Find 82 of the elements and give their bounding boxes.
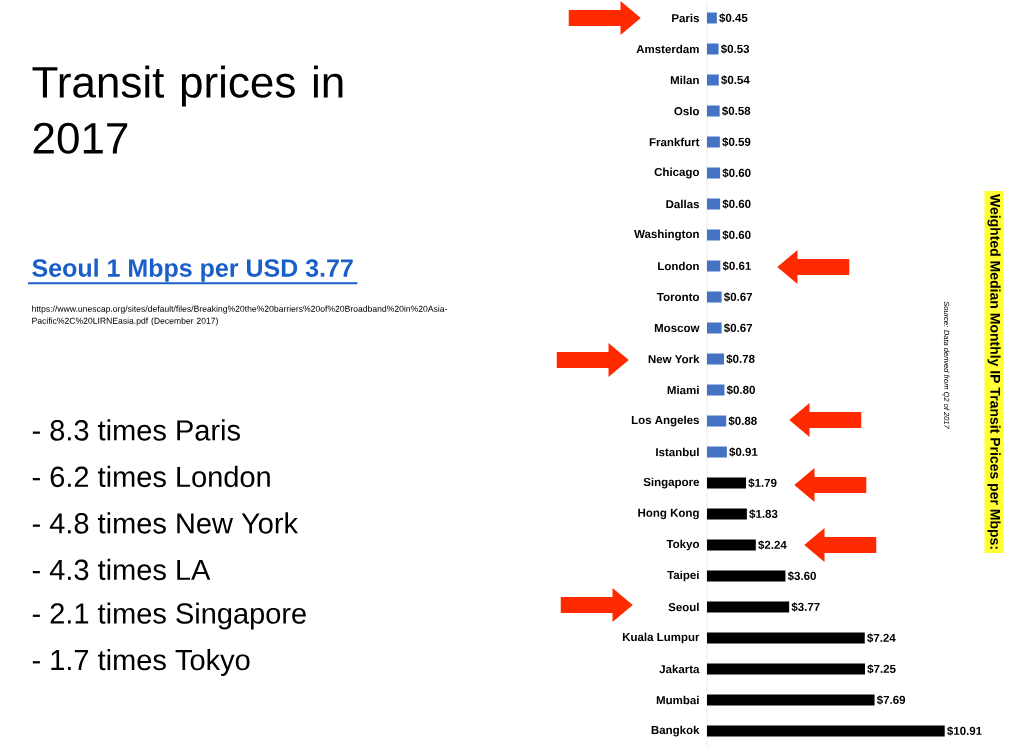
bar xyxy=(707,694,875,706)
y-tick-label: New York xyxy=(648,354,700,364)
bar xyxy=(707,663,865,675)
data-label: $7.24 xyxy=(867,633,896,643)
y-axis-title: Weighted Median Monthly IP Transit Prices per Mbps: xyxy=(987,194,1001,549)
y-tick-label: Oslo xyxy=(674,106,700,116)
bar xyxy=(707,570,786,582)
text: https://www.unescap.org/sites/default/files/Breaking%20the%20barriers%20of%20Broadband%20in%20Asia-Pacific%2C%20LIRNEasia.pdf (December 2017) xyxy=(32,305,447,326)
y-tick-label: Paris xyxy=(672,13,700,23)
data-label: $0.80 xyxy=(726,385,755,395)
bar xyxy=(707,725,945,737)
bar xyxy=(707,477,747,489)
bar xyxy=(707,539,756,551)
bar xyxy=(707,353,724,365)
y-tick-label: Mumbai xyxy=(656,695,699,705)
data-label: $3.60 xyxy=(787,571,816,581)
y-tick-label: Los Angeles xyxy=(631,415,699,427)
bar xyxy=(707,291,722,303)
y-tick-label: Jakarta xyxy=(659,664,700,674)
y-tick-label: London xyxy=(658,261,699,271)
data-label: $1.83 xyxy=(749,509,778,519)
data-label: $0.54 xyxy=(721,75,750,85)
y-tick-label: Miami xyxy=(667,385,699,395)
data-label: $0.67 xyxy=(723,323,753,333)
text: - 8.3 times Paris xyxy=(32,419,240,441)
bar xyxy=(707,167,721,179)
bar xyxy=(707,105,720,117)
data-label: $0.91 xyxy=(729,447,758,457)
data-label: $0.88 xyxy=(728,416,757,426)
data-label: $3.77 xyxy=(791,602,820,612)
bar xyxy=(707,508,747,520)
y-tick-label: Moscow xyxy=(654,324,700,333)
y-tick-label: Kuala Lumpur xyxy=(622,632,700,644)
data-label: $10.91 xyxy=(947,726,982,736)
data-label: $0.53 xyxy=(720,44,750,54)
bar xyxy=(707,384,725,396)
data-label: $0.60 xyxy=(722,230,751,240)
y-tick-label: Istanbul xyxy=(656,447,699,457)
data-label: $0.60 xyxy=(722,199,751,209)
data-label: $0.67 xyxy=(723,292,753,302)
text: - 2.1 times Singapore xyxy=(32,602,306,630)
data-label: $1.79 xyxy=(748,478,777,488)
text: - 4.8 times New York xyxy=(32,512,299,534)
bar xyxy=(707,322,722,334)
data-label: $7.25 xyxy=(867,664,896,674)
y-tick-label: Tokyo xyxy=(666,539,700,551)
text: - 6.2 times London xyxy=(32,465,270,488)
y-tick-label: Seoul xyxy=(668,602,699,612)
data-label: $0.59 xyxy=(722,137,751,147)
data-label: $0.45 xyxy=(719,13,748,23)
bar xyxy=(707,415,727,427)
y-tick-label: Milan xyxy=(670,75,699,85)
data-label: $2.24 xyxy=(758,540,787,550)
y-tick-label: Taipei xyxy=(667,570,699,582)
y-tick-label: Washington xyxy=(634,229,699,241)
y-tick-label: Hong Kong xyxy=(638,508,699,520)
data-label: $0.61 xyxy=(722,261,751,271)
bar xyxy=(707,229,721,241)
text: Seoul 1 Mbps per USD 3.77 xyxy=(32,258,353,282)
bar xyxy=(707,632,865,644)
bar xyxy=(707,198,721,210)
text: - 4.3 times LA xyxy=(32,558,211,581)
y-tick-label: Toronto xyxy=(657,293,700,302)
bar xyxy=(707,43,719,55)
bar xyxy=(707,446,727,458)
y-tick-label: Bangkok xyxy=(651,725,700,737)
data-label: $7.69 xyxy=(876,695,906,705)
y-tick-label: Chicago xyxy=(654,167,700,179)
text: Transit prices in 2017 xyxy=(32,65,343,154)
y-tick-label: Amsterdam xyxy=(636,44,699,54)
y-tick-label: Dallas xyxy=(666,199,700,209)
bar xyxy=(707,12,717,24)
data-label: $0.78 xyxy=(726,354,755,364)
y-tick-label: Frankfurt xyxy=(649,137,700,147)
bar xyxy=(707,74,719,86)
data-label: $0.58 xyxy=(722,106,751,116)
text: - 1.7 times Tokyo xyxy=(32,648,250,677)
bar xyxy=(707,260,721,272)
data-label: $0.60 xyxy=(722,168,751,178)
bar xyxy=(707,136,720,148)
bar xyxy=(707,601,790,613)
y-tick-label: Singapore xyxy=(643,477,700,489)
